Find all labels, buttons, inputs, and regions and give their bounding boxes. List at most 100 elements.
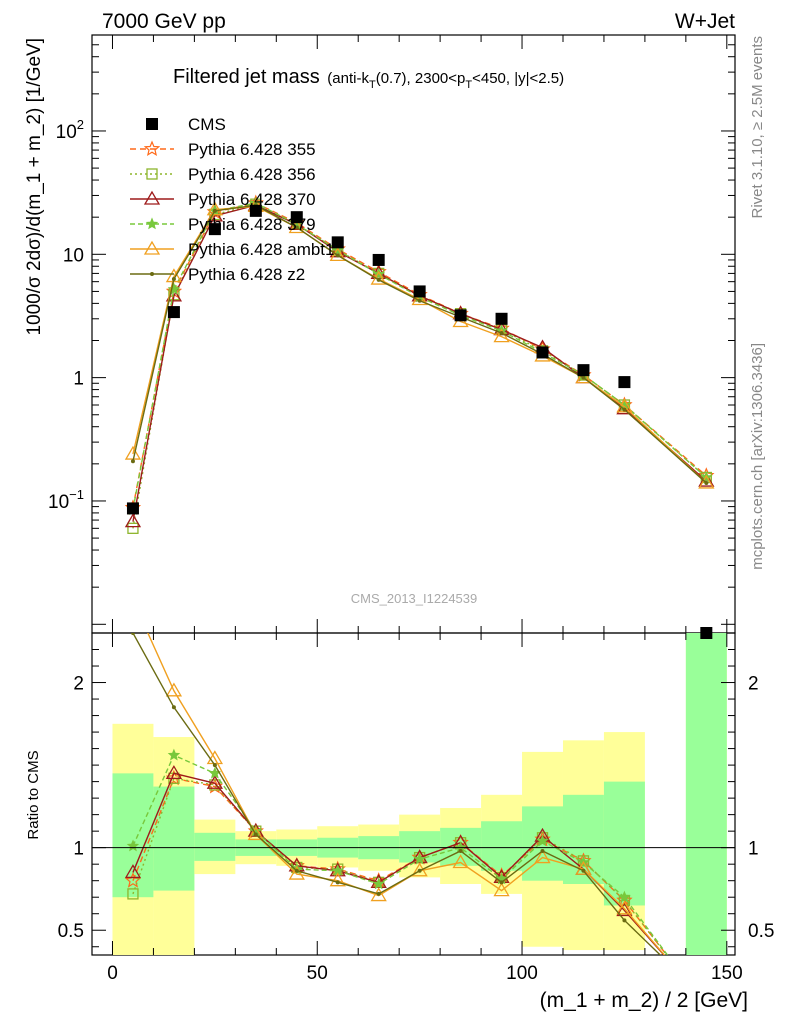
main-series-line-1 [132,203,707,529]
x-axis-label: (m_1 + m_2) / 2 [GeV] [540,989,748,1012]
ratio-y-axis-label: Ratio to CMS [25,750,42,839]
rivet-version-label: Rivet 3.1.10, ≥ 2.5M events [749,36,766,219]
ratio-series-point-3 [372,877,385,890]
main-series-point-2 [124,513,142,528]
ratio-series-line-2 [132,772,665,955]
main-series-point-5 [130,459,135,464]
chart-title-cut: (anti-k [327,70,369,87]
main-series-point-5 [581,375,586,380]
ratio-band-inner-1 [153,786,195,891]
cms-data-point [413,285,426,298]
ratio-series-point-4 [370,887,387,902]
x-tick-label: 50 [307,963,328,984]
ratio-series-point-5 [130,633,135,635]
ratio-series-point-5 [212,763,217,768]
main-series-point-5 [294,225,299,230]
ratio-series [124,633,669,955]
cms-data-point [126,502,139,515]
ratio-series-point-5 [253,832,258,837]
chart-title-sub-1: T [369,79,376,91]
ratio-band-inner-2 [194,832,236,861]
legend-label-0: CMS [188,115,226,134]
y-tick-label: 1 [73,369,84,390]
legend-marker-2 [146,168,158,180]
legend-marker-0 [146,118,158,130]
main-series-point-4 [288,219,305,234]
main-series-point-5 [376,277,381,282]
main-series-point-4 [698,474,715,489]
ratio-series-point-3 [618,890,631,903]
ratio-series-point-5 [458,848,463,853]
ratio-series-line-1 [132,777,668,955]
ratio-series-point-4 [575,860,592,875]
ratio-series-point-4 [452,854,469,869]
ratio-series-point-4 [165,682,183,697]
main-series-point-5 [171,277,176,282]
y-tick-label: 10 [63,245,84,266]
legend-label-4: Pythia 6.428 379 [188,215,316,234]
ratio-y-tick-label: 1 [73,839,84,860]
cms-data-point [290,211,303,224]
cms-data-point [208,223,221,236]
cms-data-point [536,346,549,359]
ratio-series-point-5 [622,918,627,923]
ratio-series-point-5 [540,848,545,853]
chart-title: Filtered jet mass (anti-kT(0.7), 2300<pT… [173,66,564,91]
main-series-point-5 [335,253,340,258]
y-tick-label: 10−1 [48,487,84,513]
ratio-series-line-0 [132,777,668,955]
ratio-band-inner-9 [481,821,523,871]
ratio-series-point-3 [536,834,549,847]
main-axis-ticks: 10−1 1 10 102 0 50 100 150 [48,34,743,984]
chart-title-main: Filtered jet mass [173,66,320,88]
x-tick-label: 150 [711,963,743,984]
ratio-series-point-5 [376,891,381,896]
main-series-point-5 [622,407,627,412]
cms-data-point [618,376,631,389]
main-series-point-5 [212,208,217,213]
ratio-uncertainty-bands [112,633,727,955]
ratio-series-point-5 [171,705,176,710]
legend-marker-3 [143,190,161,205]
ratio-axis-ticks: 0.5 0.5 1 1 2 2 [58,649,774,948]
ratio-y-tick-label-right: 0.5 [748,921,774,942]
cms-data-point [577,364,590,377]
legend-marker-6 [150,272,154,276]
chart-title-cut-2: (0.7), 2300<p [376,70,466,87]
header-right: W+Jet [675,10,735,33]
analysis-watermark: CMS_2013_I1224539 [351,591,478,606]
ratio-y-tick-label: 2 [73,674,84,695]
cms-data-point [454,309,467,322]
ratio-series-point-4 [288,865,305,880]
ratio-y-tick-label: 0.5 [58,921,84,942]
ratio-series-point-5 [417,868,422,873]
ratio-series-point-5 [294,868,299,873]
main-series-point-5 [499,331,504,336]
ratio-series-point-2 [165,765,183,780]
cms-data-point [249,204,262,217]
legend: CMS Pythia 6.428 355 Pythia 6.428 356 Pythi… [130,115,334,284]
y-axis-label: 1000/σ 2dσ)/d(m_1 + m_2) [1/GeV] [24,38,45,336]
main-series-line-5 [132,204,707,484]
main-series-point-4 [616,398,633,413]
ratio-band-inner-13 [685,633,727,955]
legend-label-1: Pythia 6.428 355 [188,140,316,159]
ratio-series-point-5 [335,880,340,885]
legend-label-5: Pythia 6.428 ambt1 [188,240,334,259]
ratio-series-point-3 [167,748,181,761]
cms-data-point [700,627,713,639]
chart-title-cut-3: <450, |y|<2.5) [472,70,564,87]
legend-label-6: Pythia 6.428 z2 [188,265,305,284]
x-tick-label: 0 [107,963,118,984]
legend-marker-1 [143,140,161,156]
ratio-series-point-1 [127,888,139,900]
main-series-point-4 [493,328,510,343]
main-series-point-5 [417,298,422,303]
ratio-y-tick-label-right: 2 [748,674,759,695]
cms-data-point [372,253,385,266]
ratio-y-tick-label-right: 1 [748,839,759,860]
y-tick-label: 102 [56,117,84,143]
cms-data-point [495,312,508,325]
legend-marker-4 [145,217,159,230]
